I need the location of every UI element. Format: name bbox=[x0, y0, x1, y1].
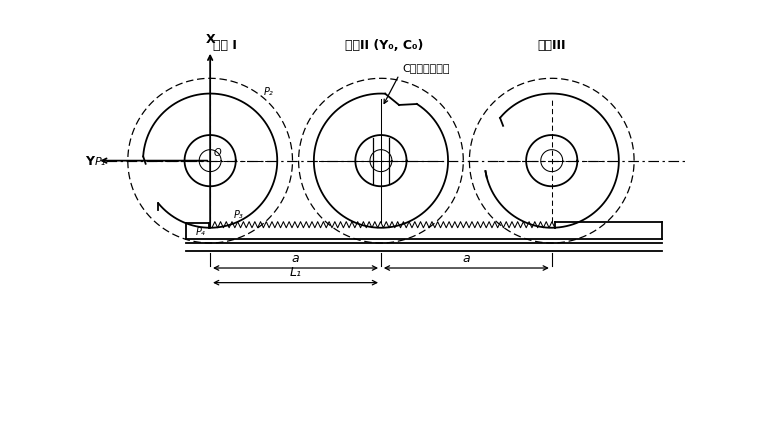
Text: X: X bbox=[205, 33, 215, 46]
Text: 位置 I: 位置 I bbox=[214, 39, 237, 52]
Text: L₁: L₁ bbox=[290, 266, 302, 279]
Text: a: a bbox=[292, 251, 300, 264]
Text: C轴垂直于纸面: C轴垂直于纸面 bbox=[402, 63, 450, 73]
Text: P₄: P₄ bbox=[196, 226, 205, 236]
Text: P₃: P₃ bbox=[233, 210, 243, 220]
Text: P₁: P₁ bbox=[95, 156, 107, 166]
Text: 位置II (Y₀, C₀): 位置II (Y₀, C₀) bbox=[345, 39, 423, 52]
Text: Y: Y bbox=[85, 155, 94, 168]
Text: P₂: P₂ bbox=[263, 86, 273, 97]
Text: a: a bbox=[462, 251, 470, 264]
Text: O: O bbox=[214, 148, 221, 158]
Text: 位置III: 位置III bbox=[538, 39, 566, 52]
